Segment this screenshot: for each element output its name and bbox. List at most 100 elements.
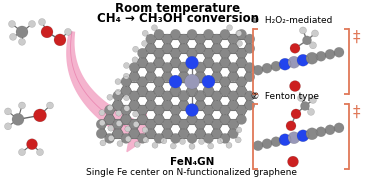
Text: Single Fe center on N-functionalized graphene: Single Fe center on N-functionalized gra… <box>87 168 297 176</box>
Circle shape <box>162 91 172 101</box>
Circle shape <box>290 43 300 53</box>
Circle shape <box>220 29 230 39</box>
Circle shape <box>117 141 123 147</box>
Circle shape <box>212 91 222 101</box>
Text: ‡: ‡ <box>353 29 361 44</box>
Circle shape <box>203 29 214 39</box>
Circle shape <box>195 100 205 110</box>
Circle shape <box>19 38 25 45</box>
Circle shape <box>65 28 71 35</box>
Circle shape <box>195 119 205 129</box>
Circle shape <box>12 113 24 125</box>
Circle shape <box>195 34 205 44</box>
Circle shape <box>125 126 131 132</box>
Circle shape <box>108 135 114 141</box>
Circle shape <box>203 105 214 115</box>
Circle shape <box>104 133 115 143</box>
Circle shape <box>96 119 106 129</box>
Circle shape <box>299 27 307 34</box>
Circle shape <box>235 137 241 143</box>
Circle shape <box>19 102 25 109</box>
Circle shape <box>138 58 147 68</box>
Circle shape <box>46 102 54 109</box>
Circle shape <box>220 86 230 96</box>
Circle shape <box>113 100 123 110</box>
Circle shape <box>124 105 130 111</box>
Circle shape <box>212 100 222 110</box>
Circle shape <box>212 43 222 54</box>
Circle shape <box>124 95 130 101</box>
Circle shape <box>8 20 15 27</box>
Circle shape <box>220 58 230 68</box>
Circle shape <box>37 149 43 156</box>
Circle shape <box>138 105 147 115</box>
Circle shape <box>26 139 37 150</box>
Circle shape <box>107 105 113 111</box>
Circle shape <box>152 142 158 148</box>
Circle shape <box>121 133 131 143</box>
Circle shape <box>99 110 105 116</box>
Circle shape <box>54 34 66 46</box>
Circle shape <box>195 129 205 139</box>
Circle shape <box>19 149 25 156</box>
Circle shape <box>129 100 139 110</box>
Circle shape <box>133 46 139 52</box>
Circle shape <box>132 57 138 63</box>
Circle shape <box>170 133 181 143</box>
Circle shape <box>154 133 164 143</box>
Circle shape <box>178 90 189 101</box>
Circle shape <box>288 156 299 167</box>
Circle shape <box>217 138 223 144</box>
Circle shape <box>5 108 11 115</box>
Circle shape <box>28 20 36 27</box>
Circle shape <box>220 48 230 58</box>
Circle shape <box>203 58 214 68</box>
Circle shape <box>179 129 189 139</box>
Circle shape <box>220 133 230 143</box>
Circle shape <box>154 48 164 58</box>
Circle shape <box>134 141 140 147</box>
Circle shape <box>290 81 301 91</box>
Circle shape <box>198 139 204 144</box>
Circle shape <box>162 34 172 44</box>
Circle shape <box>129 91 139 101</box>
Circle shape <box>228 72 238 82</box>
Polygon shape <box>67 32 148 152</box>
Circle shape <box>138 48 147 58</box>
Circle shape <box>39 18 45 25</box>
Circle shape <box>9 33 17 40</box>
Circle shape <box>271 61 281 71</box>
Circle shape <box>107 94 113 100</box>
Circle shape <box>212 129 222 139</box>
Circle shape <box>253 141 263 151</box>
Circle shape <box>195 62 206 73</box>
Circle shape <box>226 25 232 31</box>
Circle shape <box>203 133 214 143</box>
Circle shape <box>203 115 214 124</box>
Circle shape <box>138 86 147 96</box>
Circle shape <box>138 133 147 143</box>
Circle shape <box>310 42 316 49</box>
Circle shape <box>237 115 246 124</box>
Circle shape <box>237 29 246 39</box>
Circle shape <box>286 121 296 131</box>
Circle shape <box>179 43 189 54</box>
Circle shape <box>228 34 238 44</box>
Circle shape <box>129 129 139 139</box>
Circle shape <box>5 123 11 130</box>
Circle shape <box>237 86 246 96</box>
Circle shape <box>306 128 318 140</box>
Circle shape <box>162 72 172 82</box>
Circle shape <box>170 143 176 149</box>
Circle shape <box>245 100 255 110</box>
Circle shape <box>162 129 172 139</box>
Circle shape <box>297 54 309 66</box>
Circle shape <box>310 96 316 103</box>
Circle shape <box>141 40 147 47</box>
Circle shape <box>162 100 172 110</box>
Circle shape <box>152 25 158 31</box>
Circle shape <box>236 127 242 133</box>
Circle shape <box>113 119 123 129</box>
Circle shape <box>178 71 189 82</box>
Circle shape <box>228 119 238 129</box>
